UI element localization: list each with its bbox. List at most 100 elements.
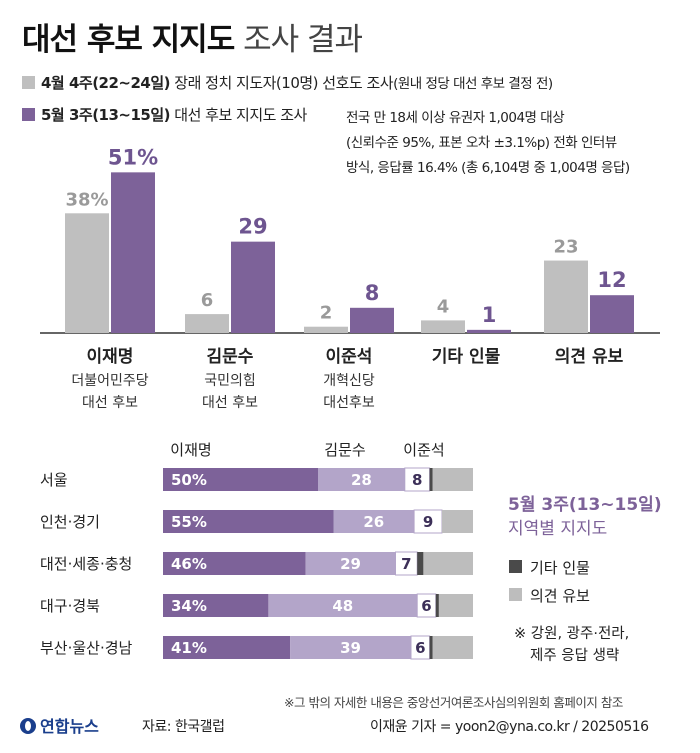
bar-label-may-4: 12 — [597, 268, 626, 292]
category-sublabel-1-1: 대선 후보 — [202, 395, 258, 411]
legend-april-bold: 4월 4주(22~24일) — [41, 74, 171, 92]
bar-april-1 — [185, 314, 229, 333]
category-sublabel-2-0: 개혁신당 — [323, 373, 375, 389]
segment-0-1 — [163, 510, 334, 533]
region-label-0: 서울 — [40, 471, 68, 489]
legend-april-text: 장래 정치 지도자(10명) 선호도 조사 — [170, 74, 394, 92]
legend-may-text: 대선 후보 지지도 조사 — [170, 106, 307, 124]
bar-label-april-1: 6 — [201, 290, 214, 311]
segment-label-2-3: 6 — [421, 597, 431, 615]
segment-4-0 — [432, 468, 473, 491]
segment-label-2-1: 9 — [423, 513, 433, 531]
bar-april-4 — [544, 260, 588, 333]
bar-label-april-0: 38% — [65, 189, 108, 210]
column-header-2: 이준석 — [403, 441, 444, 459]
region-legend-label-1: 의견 유보 — [530, 587, 590, 605]
bar-label-april-4: 23 — [553, 237, 578, 258]
segment-label-2-0: 8 — [412, 471, 422, 489]
category-label-3: 기타 인물 — [432, 347, 501, 367]
source-note: ※그 밖의 자세한 내용은 중앙선거여론조사심의위원회 홈페이지 참조 — [284, 695, 623, 710]
segment-0-3 — [163, 594, 269, 617]
page-title: 대선 후보 지지도 조사 결과 — [22, 14, 363, 59]
region-footnote-1: ※ 강원, 광주·전라, — [514, 625, 629, 642]
category-sublabel-0-1: 대선 후보 — [82, 395, 138, 411]
segment-label-1-0: 28 — [351, 471, 372, 489]
column-header-0: 이재명 — [170, 441, 211, 459]
category-label-0: 이재명 — [87, 347, 134, 367]
legend-april-small: (원내 정당 대선 후보 결정 전) — [393, 76, 553, 92]
region-label-4: 부산·울산·경남 — [40, 639, 133, 657]
segment-1-2 — [305, 552, 396, 575]
bar-may-4 — [590, 295, 634, 333]
region-label-2: 대전·세종·충청 — [40, 555, 132, 573]
segment-0-0 — [163, 468, 318, 491]
legend-may-bold: 5월 3주(13~15일) — [41, 106, 171, 124]
segment-1-4 — [290, 636, 411, 659]
category-label-2: 이준석 — [326, 347, 373, 367]
bar-may-1 — [231, 241, 275, 333]
bar-label-april-2: 2 — [320, 303, 333, 324]
bar-may-0 — [111, 172, 155, 333]
segment-label-0-1: 55% — [171, 513, 207, 531]
category-label-1: 김문수 — [207, 347, 254, 367]
category-sublabel-0-0: 더불어민주당 — [71, 373, 148, 389]
segment-3-2 — [417, 552, 424, 575]
bar-may-3 — [467, 329, 511, 333]
survey-note-3: 방식, 응답률 16.4% (총 6,104명 중 1,004명 응답) — [346, 160, 630, 176]
segment-3-3 — [435, 594, 439, 617]
yonhap-logo: 연합뉴스 — [20, 713, 99, 737]
segment-label-1-2: 29 — [340, 555, 361, 573]
segment-label-1-4: 39 — [340, 639, 361, 657]
region-chart-subtitle: 지역별 지지도 — [508, 519, 607, 539]
segment-label-0-2: 46% — [171, 555, 207, 573]
segment-0-4 — [163, 636, 291, 659]
title-rest: 조사 결과 — [243, 22, 363, 58]
segment-2-0 — [404, 467, 431, 492]
segment-3-4 — [429, 636, 433, 659]
bar-label-may-0: 51% — [108, 145, 158, 169]
segment-4-4 — [432, 636, 473, 659]
segment-label-1-3: 48 — [332, 597, 353, 615]
category-label-4: 의견 유보 — [555, 347, 624, 367]
segment-label-0-0: 50% — [171, 471, 207, 489]
bar-label-may-3: 1 — [482, 303, 497, 327]
segment-1-1 — [333, 510, 415, 533]
column-header-1: 김문수 — [324, 441, 365, 459]
segment-label-0-3: 34% — [171, 597, 207, 615]
legend-may: 5월 3주(13~15일) 대선 후보 지지도 조사 — [22, 104, 307, 125]
region-chart-title: 5월 3주(13~15일) — [508, 495, 662, 515]
bar-april-2 — [304, 326, 348, 333]
bar-label-may-2: 8 — [365, 281, 380, 305]
legend-april-swatch — [22, 76, 35, 89]
segment-label-2-4: 6 — [415, 639, 425, 657]
segment-label-1-1: 26 — [363, 513, 384, 531]
logo-icon — [20, 718, 36, 734]
region-legend-label-0: 기타 인물 — [530, 559, 590, 577]
bar-label-may-1: 29 — [238, 215, 267, 239]
logo-text: 연합뉴스 — [40, 717, 99, 736]
region-footnote-2: 제주 응답 생략 — [530, 647, 619, 664]
region-legend-swatch-0 — [509, 560, 522, 573]
legend-may-swatch — [22, 108, 35, 121]
segment-4-3 — [438, 594, 473, 617]
segment-0-2 — [163, 552, 306, 575]
bar-april-0 — [65, 213, 109, 333]
survey-note-1: 전국 만 18세 이상 유권자 1,004명 대상 — [346, 110, 565, 126]
segment-3-0 — [429, 468, 433, 491]
region-legend-swatch-1 — [509, 588, 522, 601]
category-sublabel-2-1: 대선후보 — [323, 395, 375, 411]
title-bold: 대선 후보 지지도 — [22, 22, 235, 58]
category-sublabel-1-0: 국민의힘 — [204, 373, 256, 389]
bar-may-2 — [350, 307, 394, 333]
region-label-1: 인천·경기 — [40, 513, 100, 531]
segment-4-1 — [442, 510, 473, 533]
legend-april: 4월 4주(22~24일) 장래 정치 지도자(10명) 선호도 조사(원내 정… — [22, 72, 553, 93]
segment-label-0-4: 41% — [171, 639, 207, 657]
segment-label-2-2: 7 — [401, 555, 411, 573]
credit-label: 이재윤 기자 = yoon2@yna.co.kr / 20250516 — [370, 719, 649, 735]
source-label: 자료: 한국갤럽 — [142, 719, 225, 735]
bar-label-april-3: 4 — [437, 296, 450, 317]
region-label-3: 대구·경북 — [40, 597, 100, 615]
survey-note-2: (신뢰수준 95%, 표본 오차 ±3.1%p) 전화 인터뷰 — [346, 135, 617, 151]
